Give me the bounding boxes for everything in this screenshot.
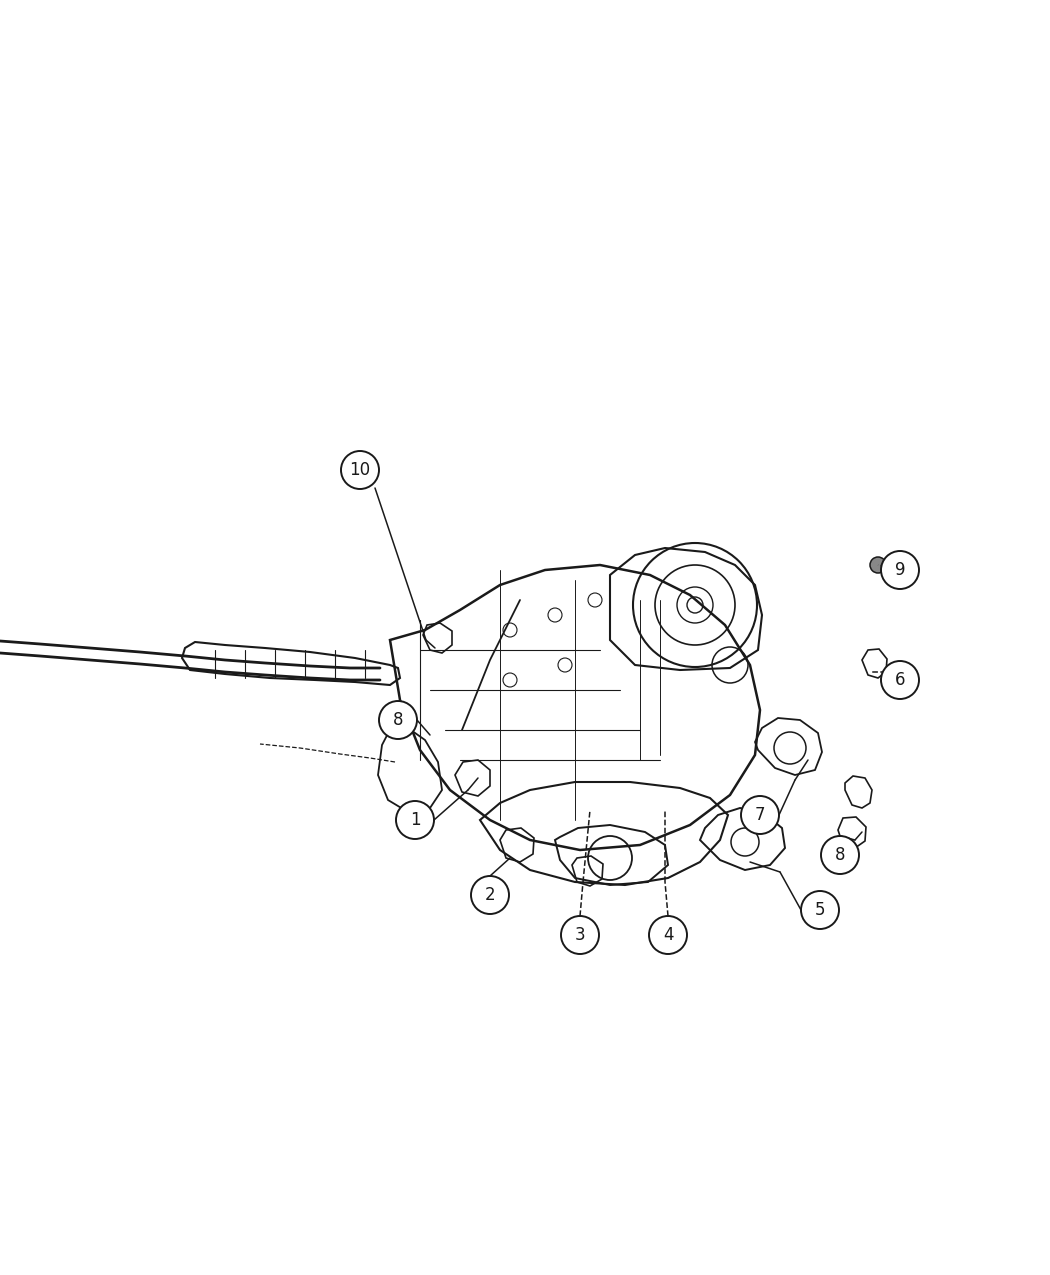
Text: 8: 8 [393,711,403,729]
Text: 10: 10 [350,462,371,479]
Circle shape [649,915,687,954]
Circle shape [341,451,379,490]
Circle shape [471,876,509,914]
Circle shape [821,836,859,873]
Text: 1: 1 [410,811,420,829]
Circle shape [741,796,779,834]
Text: 7: 7 [755,806,765,824]
Text: 8: 8 [835,847,845,864]
Text: 3: 3 [574,926,585,944]
Circle shape [881,551,919,589]
Text: 4: 4 [663,926,673,944]
Circle shape [396,801,434,839]
Text: 6: 6 [895,671,905,688]
Text: 5: 5 [815,901,825,919]
Circle shape [881,660,919,699]
Circle shape [379,701,417,739]
Circle shape [561,915,598,954]
Text: 9: 9 [895,561,905,579]
Text: 2: 2 [485,886,496,904]
Circle shape [870,557,886,572]
Circle shape [801,891,839,929]
